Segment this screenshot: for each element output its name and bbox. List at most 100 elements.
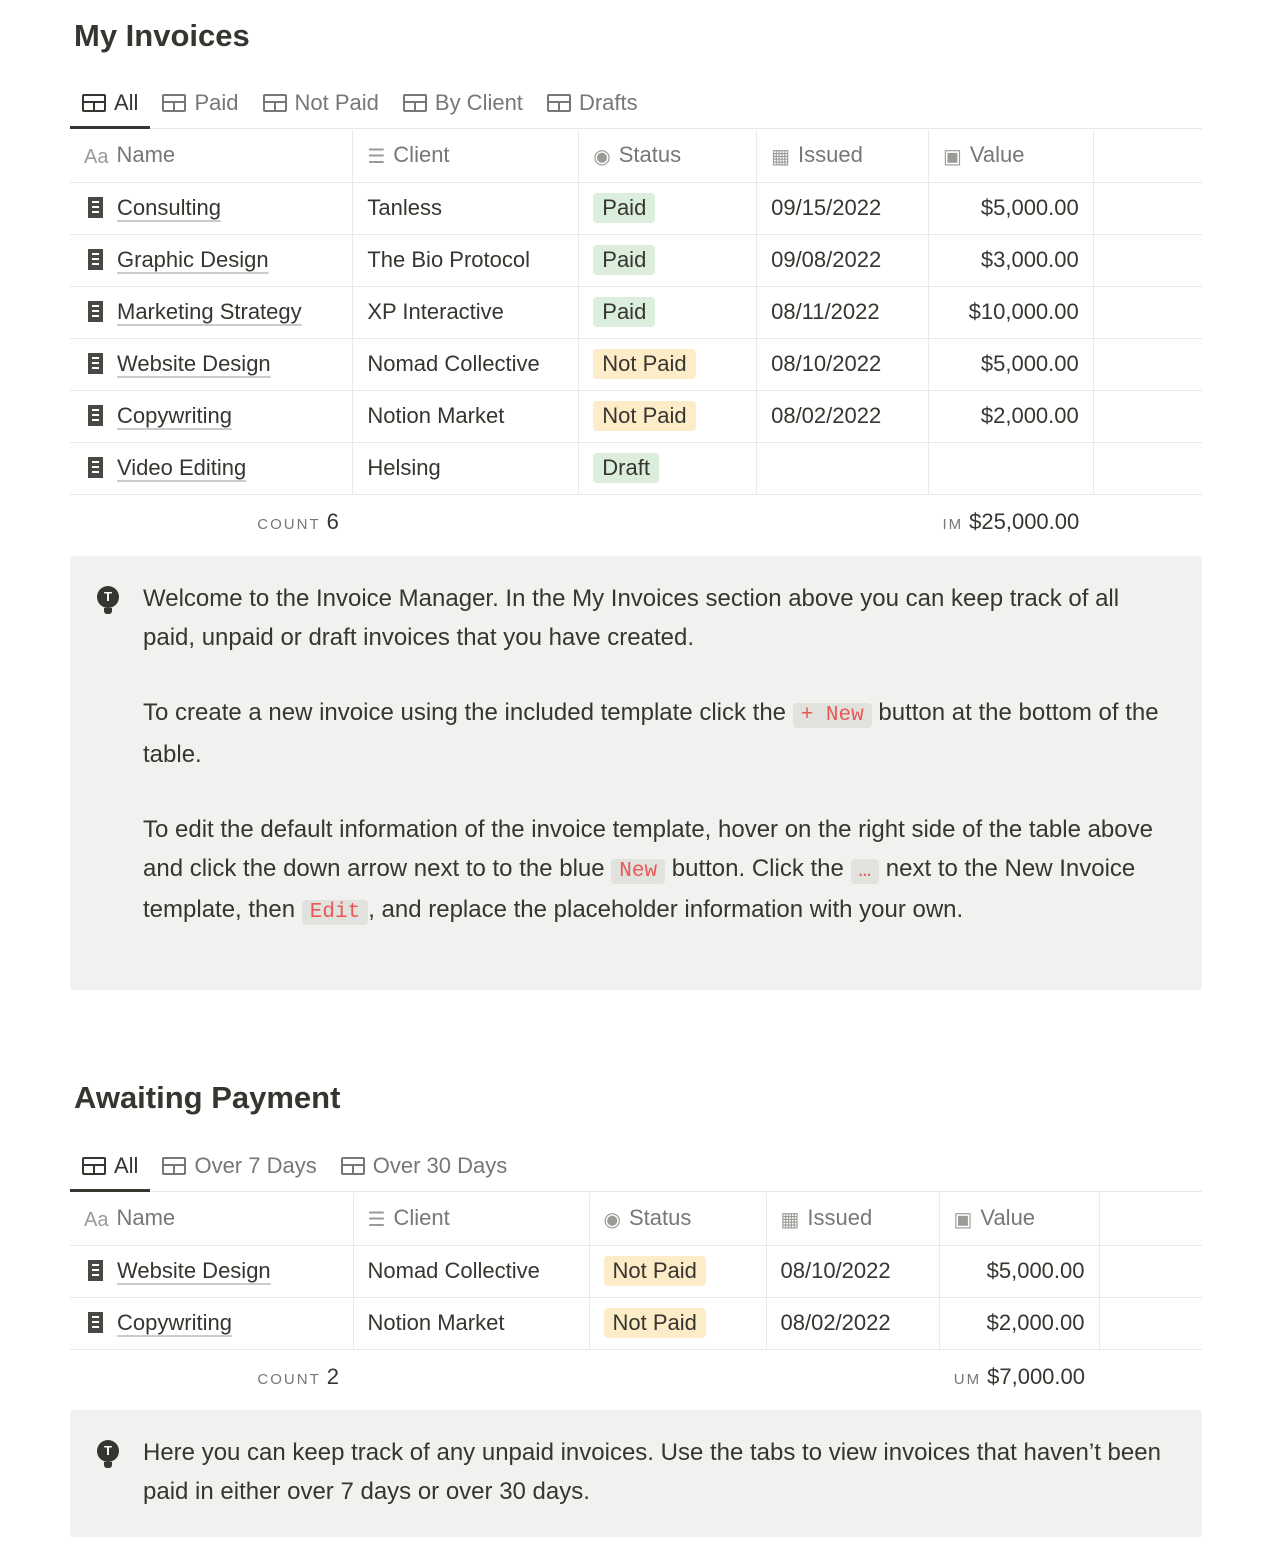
tab-not-paid[interactable]: Not Paid xyxy=(251,79,391,127)
issued-cell[interactable]: 08/11/2022 xyxy=(756,286,929,339)
client-cell[interactable]: The Bio Protocol xyxy=(352,234,580,287)
issued-cell[interactable]: 08/10/2022 xyxy=(766,1245,940,1298)
tab-label: Drafts xyxy=(578,90,638,115)
tab-label: Paid xyxy=(194,90,239,115)
sum-footer[interactable]: UM $7,000.00 xyxy=(939,1349,1099,1405)
table-row[interactable]: Copywriting Notion Market Not Paid 08/02… xyxy=(70,1297,1202,1350)
issued-cell[interactable]: 08/02/2022 xyxy=(756,390,929,443)
client-cell[interactable]: Notion Market xyxy=(352,390,580,443)
client-cell[interactable]: Tanless xyxy=(352,182,580,235)
issued-cell[interactable] xyxy=(756,442,929,495)
issued-cell[interactable]: 09/08/2022 xyxy=(756,234,929,287)
client-cell[interactable]: Nomad Collective xyxy=(352,338,580,391)
count-footer[interactable]: COUNT 6 xyxy=(70,494,353,550)
table-row[interactable]: Consulting Tanless Paid 09/15/2022 $5,00… xyxy=(70,182,1202,235)
invoice-receipt-icon xyxy=(88,249,103,270)
invoice-name-link[interactable]: Copywriting xyxy=(117,403,232,428)
tab-label: All xyxy=(114,1152,139,1178)
table-icon xyxy=(162,1157,187,1175)
issued-cell[interactable]: 08/02/2022 xyxy=(766,1297,940,1350)
calendar-icon: ▦ xyxy=(780,1209,800,1232)
client-cell[interactable]: Helsing xyxy=(352,442,580,495)
invoice-name-link[interactable]: Website Design xyxy=(117,1258,271,1283)
table-icon xyxy=(546,94,571,112)
tab-over-7-days[interactable]: Over 7 Days xyxy=(150,1142,328,1190)
issued-cell[interactable]: 09/15/2022 xyxy=(756,182,929,235)
table-row[interactable]: Marketing Strategy XP Interactive Paid 0… xyxy=(70,286,1202,339)
table-icon xyxy=(262,94,287,112)
sum-footer[interactable]: IM $25,000.00 xyxy=(928,494,1093,550)
value-cell[interactable]: $2,000.00 xyxy=(928,390,1094,443)
column-label: Name xyxy=(116,142,176,168)
name-cell[interactable]: Website Design xyxy=(70,1245,354,1298)
count-value: 2 xyxy=(326,1364,339,1390)
status-cell[interactable]: Not Paid xyxy=(589,1297,767,1350)
client-cell[interactable]: Nomad Collective xyxy=(353,1245,590,1298)
status-cell[interactable]: Paid xyxy=(578,182,758,235)
column-header-issued[interactable]: ▦ Issued xyxy=(766,1193,940,1246)
status-badge: Not Paid xyxy=(593,349,696,379)
value-cell[interactable] xyxy=(928,442,1094,495)
status-cell[interactable]: Paid xyxy=(578,234,758,287)
client-cell[interactable]: XP Interactive xyxy=(352,286,580,339)
tab-all[interactable]: All xyxy=(70,1142,151,1192)
name-cell[interactable]: Consulting xyxy=(70,182,354,235)
tab-by-client[interactable]: By Client xyxy=(391,79,535,127)
tab-paid[interactable]: Paid xyxy=(150,79,250,127)
column-header-name[interactable]: Aa Name xyxy=(70,130,354,183)
spacer-cell xyxy=(1093,442,1202,495)
callout-text: To edit the default information of the i… xyxy=(143,816,1153,882)
status-cell[interactable]: Paid xyxy=(578,286,758,339)
status-cell[interactable]: Not Paid xyxy=(589,1245,767,1298)
name-cell[interactable]: Copywriting xyxy=(70,1297,354,1350)
column-header-value[interactable]: ▣ Value xyxy=(939,1193,1100,1246)
table-row[interactable]: Website Design Nomad Collective Not Paid… xyxy=(70,1245,1202,1298)
tab-label: By Client xyxy=(434,90,523,115)
column-header-status[interactable]: ◉ Status xyxy=(578,130,758,183)
value-cell[interactable]: $10,000.00 xyxy=(928,286,1094,339)
name-cell[interactable]: Marketing Strategy xyxy=(70,286,354,339)
status-cell[interactable]: Not Paid xyxy=(578,338,758,391)
title-icon: Aa xyxy=(84,1209,109,1232)
callout-text: , and replace the placeholder informatio… xyxy=(368,896,964,923)
inline-code-new: New xyxy=(611,858,666,884)
invoice-name-link[interactable]: Copywriting xyxy=(117,1310,232,1335)
invoice-receipt-icon xyxy=(88,301,103,322)
column-header-value[interactable]: ▣ Value xyxy=(928,130,1094,183)
column-header-name[interactable]: Aa Name xyxy=(70,1193,354,1246)
column-header-status[interactable]: ◉ Status xyxy=(589,1193,767,1246)
name-cell[interactable]: Copywriting xyxy=(70,390,354,443)
column-header-client[interactable]: ☰ Client xyxy=(353,1193,590,1246)
tab-all[interactable]: All xyxy=(70,79,151,129)
status-cell[interactable]: Draft xyxy=(578,442,758,495)
name-cell[interactable]: Website Design xyxy=(70,338,354,391)
table-row[interactable]: Video Editing Helsing Draft xyxy=(70,442,1202,495)
table-row[interactable]: Website Design Nomad Collective Not Paid… xyxy=(70,338,1202,391)
table-row[interactable]: Copywriting Notion Market Not Paid 08/02… xyxy=(70,390,1202,443)
status-cell[interactable]: Not Paid xyxy=(578,390,758,443)
column-label: Status xyxy=(628,1205,692,1231)
client-cell[interactable]: Notion Market xyxy=(353,1297,590,1350)
name-cell[interactable]: Video Editing xyxy=(70,442,354,495)
tab-over-30-days[interactable]: Over 30 Days xyxy=(329,1142,520,1190)
value-cell[interactable]: $5,000.00 xyxy=(928,338,1094,391)
column-header-issued[interactable]: ▦ Issued xyxy=(756,130,929,183)
invoice-name-link[interactable]: Marketing Strategy xyxy=(117,299,302,324)
column-header-client[interactable]: ☰ Client xyxy=(352,130,580,183)
value-cell[interactable]: $5,000.00 xyxy=(939,1245,1100,1298)
table-row[interactable]: Graphic Design The Bio Protocol Paid 09/… xyxy=(70,234,1202,287)
invoice-name-link[interactable]: Graphic Design xyxy=(117,247,269,272)
tab-drafts[interactable]: Drafts xyxy=(535,79,650,127)
invoice-name-link[interactable]: Consulting xyxy=(117,195,221,220)
sum-label: IM xyxy=(942,516,964,534)
invoice-name-link[interactable]: Website Design xyxy=(117,351,271,376)
name-cell[interactable]: Graphic Design xyxy=(70,234,354,287)
select-icon: ◉ xyxy=(603,1209,621,1232)
issued-cell[interactable]: 08/10/2022 xyxy=(756,338,929,391)
calendar-icon: ▦ xyxy=(771,146,790,169)
value-cell[interactable]: $3,000.00 xyxy=(928,234,1094,287)
invoice-name-link[interactable]: Video Editing xyxy=(117,455,247,480)
count-footer[interactable]: COUNT 2 xyxy=(70,1349,353,1405)
value-cell[interactable]: $2,000.00 xyxy=(939,1297,1100,1350)
value-cell[interactable]: $5,000.00 xyxy=(928,182,1094,235)
